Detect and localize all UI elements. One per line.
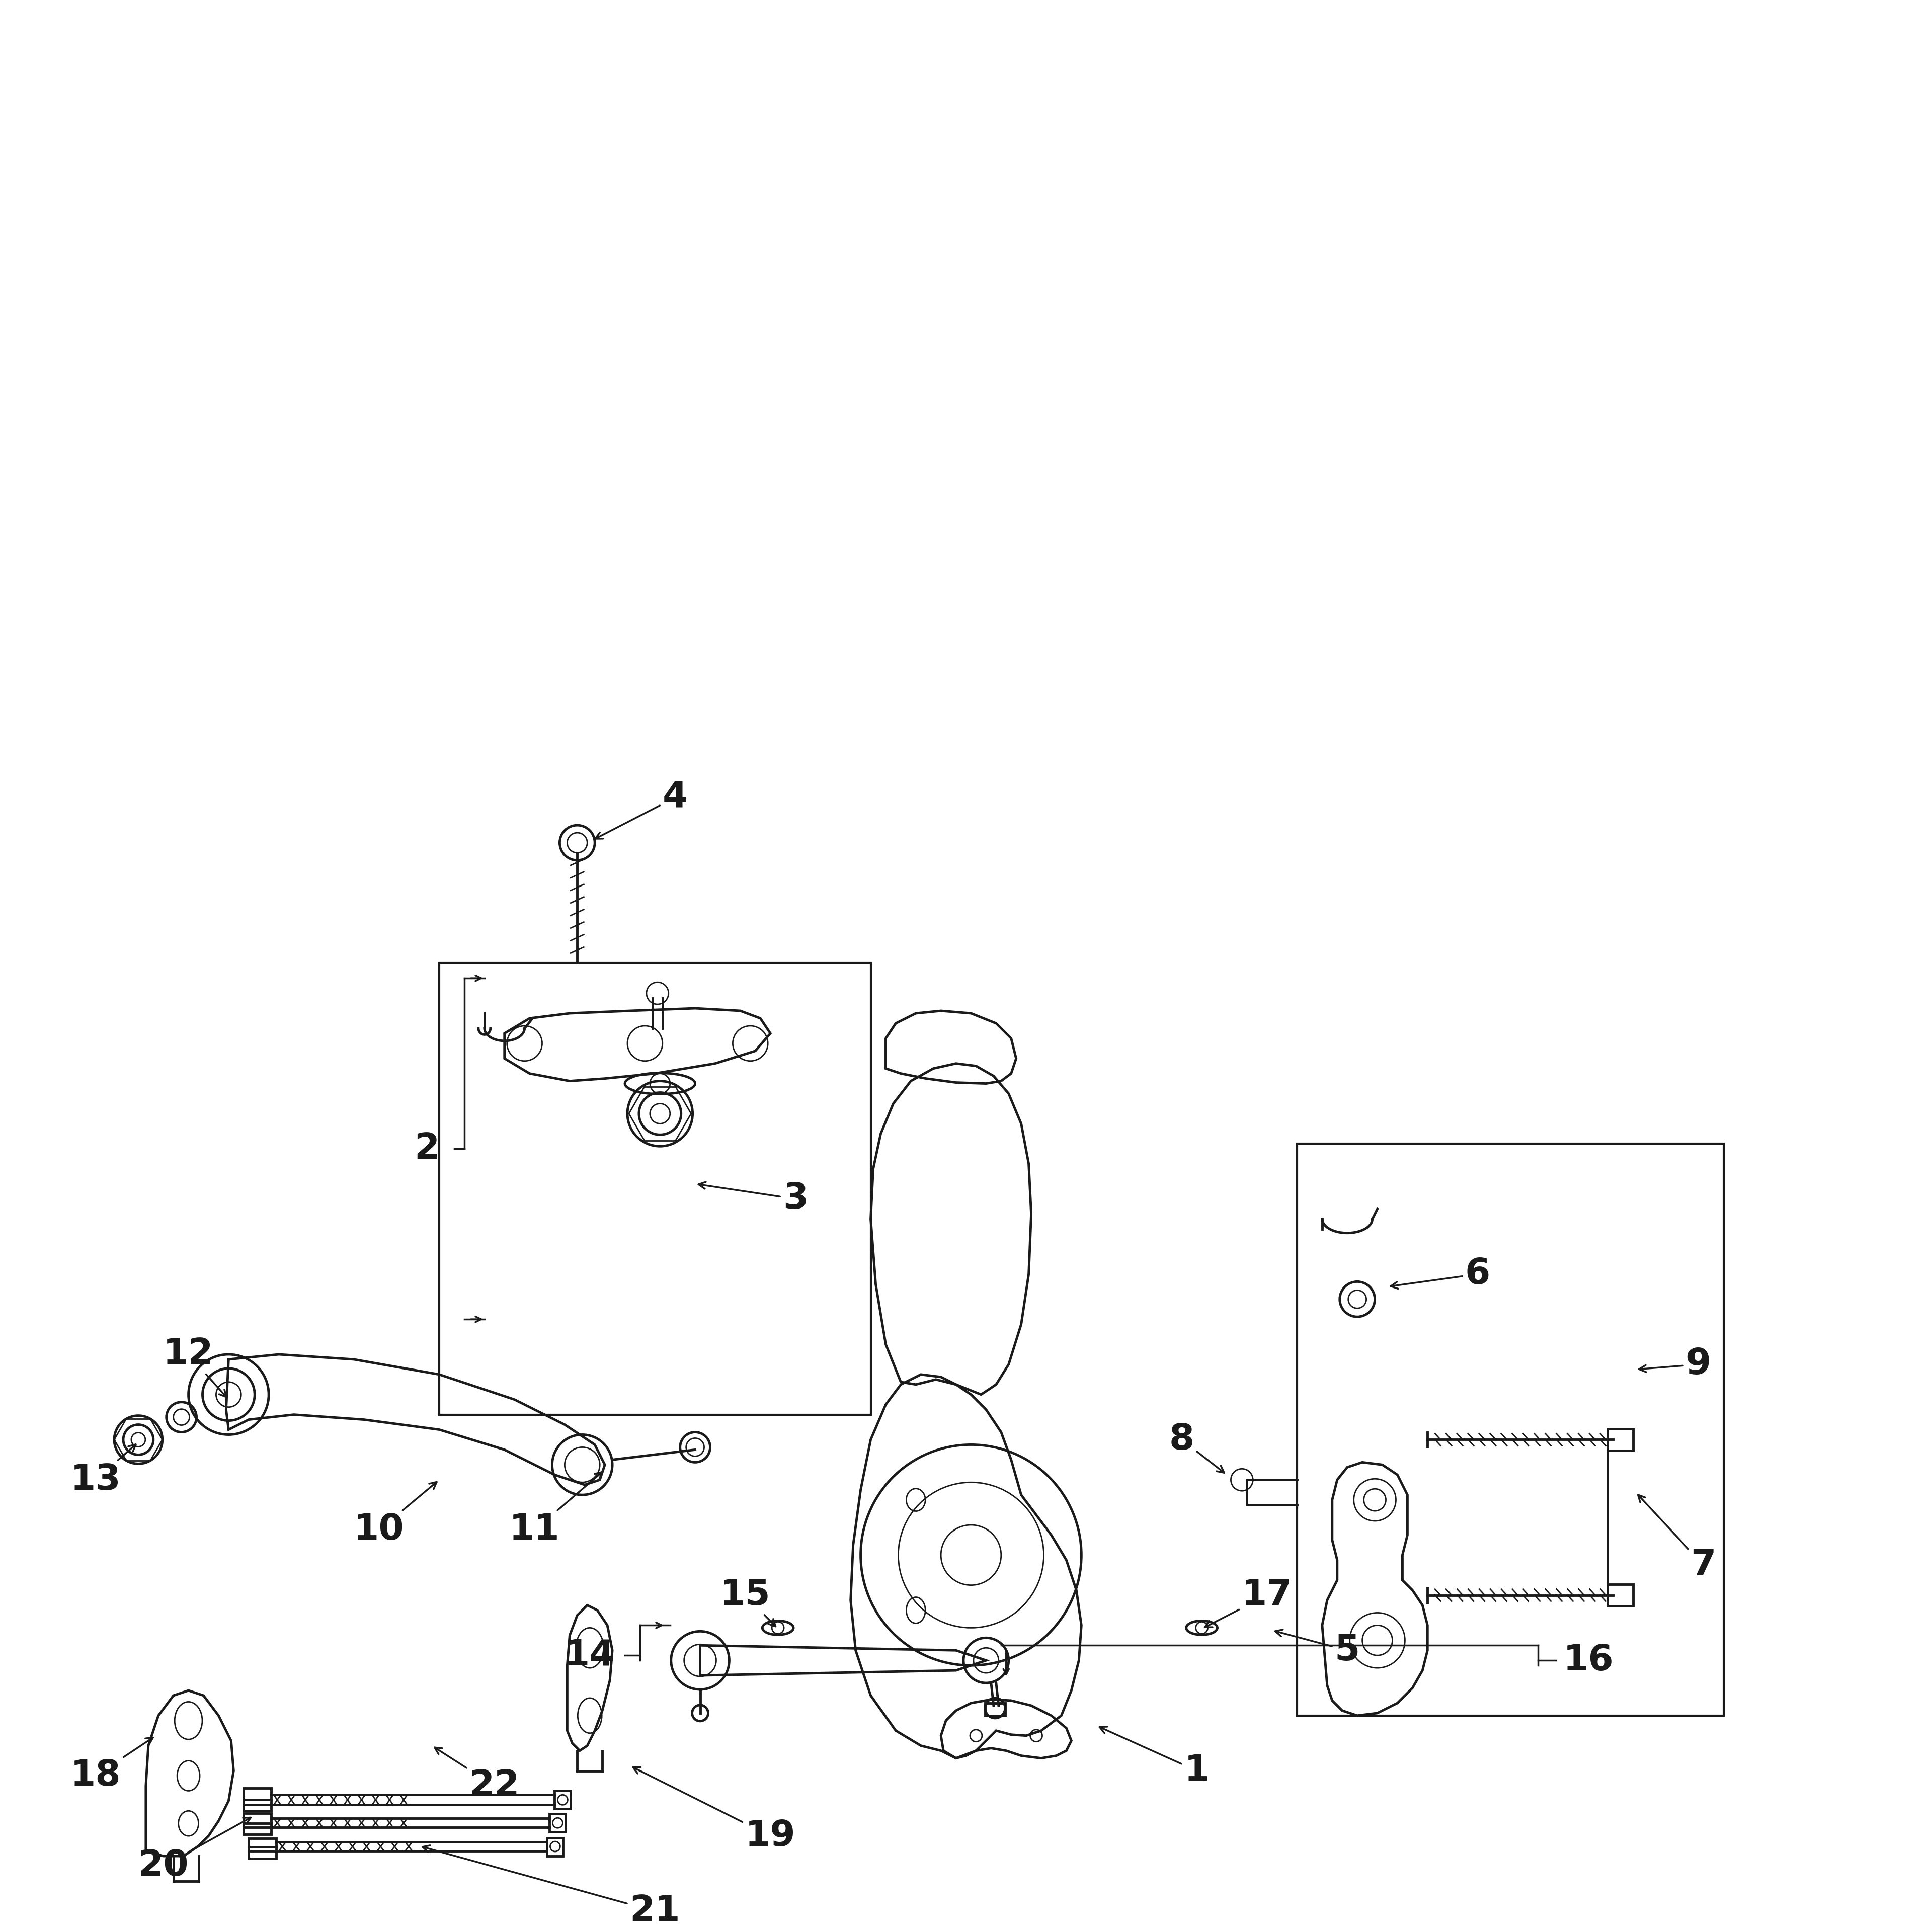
Text: 13: 13: [70, 1445, 135, 1497]
Text: 3: 3: [699, 1182, 808, 1217]
Bar: [243, 1789, 270, 1810]
Text: 2: 2: [413, 1132, 439, 1167]
Text: 11: 11: [510, 1472, 603, 1548]
Bar: [249, 1839, 276, 1859]
Text: 14: 14: [564, 1638, 614, 1673]
Text: 4: 4: [595, 781, 688, 838]
Text: 6: 6: [1391, 1258, 1490, 1291]
Text: 19: 19: [634, 1768, 796, 1853]
Text: 10: 10: [354, 1482, 437, 1548]
Bar: [549, 1814, 566, 1832]
Bar: [554, 1791, 570, 1808]
Bar: [1607, 1584, 1633, 1605]
Text: 9: 9: [1638, 1347, 1712, 1381]
Text: 16: 16: [1563, 1642, 1613, 1677]
Bar: [1607, 1428, 1633, 1451]
Text: 18: 18: [70, 1737, 153, 1793]
Text: 17: 17: [1206, 1578, 1293, 1627]
Bar: [439, 964, 871, 1414]
Bar: [1296, 1144, 1723, 1716]
Text: 22: 22: [435, 1747, 520, 1803]
Text: 21: 21: [423, 1845, 680, 1928]
Bar: [243, 1814, 270, 1835]
Text: 20: 20: [137, 1818, 251, 1884]
Text: 7: 7: [1638, 1495, 1716, 1582]
Text: 8: 8: [1169, 1422, 1225, 1472]
Bar: [547, 1837, 564, 1857]
Text: 5: 5: [1275, 1629, 1360, 1667]
Text: 1: 1: [1099, 1727, 1209, 1789]
Text: 12: 12: [162, 1337, 226, 1397]
Text: 15: 15: [721, 1578, 775, 1627]
